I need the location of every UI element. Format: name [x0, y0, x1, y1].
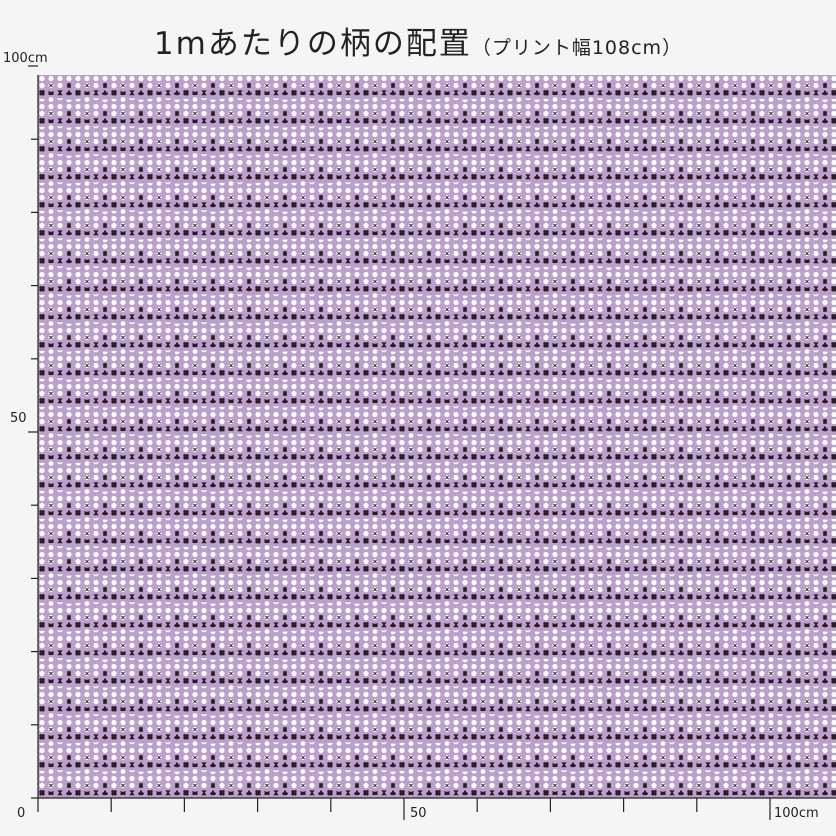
title-sub: （プリント幅108cm） — [471, 37, 683, 59]
y-axis-ticks — [28, 65, 38, 799]
axis-label-origin: 0 — [17, 806, 26, 821]
page-title: 1mあたりの柄の配置（プリント幅108cm） — [0, 18, 836, 63]
title-main: 1mあたりの柄の配置 — [153, 26, 472, 62]
y-axis-label-mid: 50 — [10, 411, 27, 426]
x-axis-ticks — [37, 798, 771, 820]
fabric-pattern-swatch — [38, 75, 836, 798]
x-axis-label-end: 100cm — [774, 806, 819, 821]
y-axis-label-top: 100cm — [3, 51, 48, 66]
x-axis-label-mid: 50 — [410, 806, 427, 821]
